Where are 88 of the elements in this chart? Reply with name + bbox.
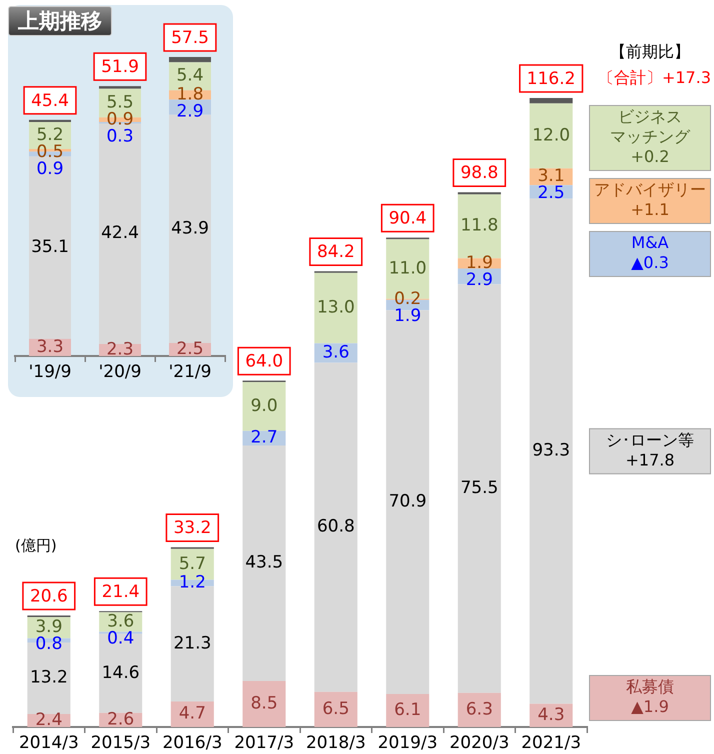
data-label: 4.7: [178, 704, 206, 724]
data-label: 3.6: [322, 342, 350, 362]
bar: [386, 694, 430, 727]
bar: [314, 362, 358, 692]
bar: [530, 198, 573, 704]
data-label: 6.1: [394, 700, 422, 720]
data-label: 12.0: [532, 125, 570, 146]
data-label: 5.4: [176, 66, 204, 86]
chart-title: 上期推移: [8, 6, 112, 36]
bar: [169, 57, 211, 62]
bar: [242, 446, 286, 681]
data-label: 11.8: [460, 216, 498, 236]
bar: [170, 702, 214, 727]
data-label: 5.7: [178, 554, 206, 574]
data-label: 4.3: [538, 704, 565, 725]
total-label: 98.8: [460, 163, 498, 184]
text: 【前期比】: [610, 42, 690, 62]
data-label: 14.6: [102, 662, 140, 683]
data-label: 2.6: [107, 709, 134, 730]
text: ▲0.3: [631, 253, 669, 272]
data-label: 11.0: [388, 258, 427, 278]
x-tick-label: '20/9: [98, 362, 142, 382]
total-label: 57.5: [171, 28, 209, 48]
total-label: 84.2: [316, 242, 355, 262]
data-label: 93.3: [532, 440, 570, 461]
data-label: 6.5: [322, 698, 350, 719]
data-label: 8.5: [250, 693, 278, 714]
data-label: 0.3: [106, 126, 134, 146]
total-label: 116.2: [526, 68, 576, 89]
data-label: 60.8: [316, 516, 355, 537]
data-label: 2.7: [250, 428, 278, 448]
text: シ･ローン等: [606, 430, 694, 450]
bar: [314, 272, 358, 344]
bar: [99, 86, 141, 89]
total-label: 51.9: [101, 57, 139, 78]
data-label: 1.2: [178, 572, 206, 592]
bar: [458, 692, 501, 727]
text: +1.1: [630, 200, 670, 220]
text: ▲1.9: [631, 697, 669, 716]
total-label: 90.4: [388, 208, 427, 229]
x-tick-label: '21/9: [168, 362, 212, 382]
data-label: 9.0: [250, 396, 278, 416]
total-label: 64.0: [245, 351, 284, 372]
data-label: 3.3: [36, 336, 64, 357]
bar: [458, 284, 501, 693]
text: ビジネスマッチング: [610, 107, 691, 146]
total-label: 20.6: [30, 586, 68, 606]
text: 〔合計〕+17.3: [598, 68, 711, 88]
text: +0.2: [630, 147, 670, 166]
bar: [386, 310, 430, 694]
bar: [170, 586, 214, 702]
data-label: 13.2: [30, 668, 68, 688]
data-label: 43.5: [245, 552, 284, 573]
x-tick-label: 2016/3: [162, 732, 222, 753]
data-label: 21.3: [173, 633, 212, 654]
x-tick-label: 2017/3: [234, 732, 294, 753]
data-label: 43.9: [171, 218, 209, 238]
text: +17.8: [625, 450, 675, 470]
series-label: アドバイザリー: [594, 180, 706, 200]
bar: [242, 680, 286, 727]
data-label: 70.9: [388, 492, 427, 512]
bar: [314, 692, 358, 727]
x-tick-label: 2019/3: [378, 732, 438, 753]
text: M&A: [631, 233, 669, 252]
data-label: 2.4: [35, 710, 62, 730]
bar: [530, 98, 573, 104]
x-tick-label: '19/9: [28, 362, 72, 382]
x-tick-label: 2015/3: [90, 732, 151, 753]
total-label: 21.4: [102, 582, 140, 602]
x-tick-label: 2021/3: [521, 732, 582, 753]
y-axis-title: (億円): [15, 536, 57, 554]
data-label: 75.5: [460, 478, 498, 498]
text: 私募債: [626, 677, 674, 696]
data-label: 2.5: [176, 338, 204, 359]
data-label: 35.1: [31, 237, 69, 257]
x-tick-label: 2020/3: [449, 732, 510, 753]
data-label: 13.0: [316, 297, 355, 318]
data-label: 2.3: [106, 339, 134, 360]
bar: [530, 103, 573, 168]
bar: [29, 156, 71, 339]
total-label: 45.4: [31, 90, 69, 111]
x-tick-label: 2014/3: [18, 732, 79, 753]
x-tick-label: 2018/3: [306, 732, 366, 753]
data-label: 6.3: [466, 699, 493, 720]
total-label: 33.2: [173, 518, 212, 538]
bar: [242, 382, 286, 431]
data-label: 42.4: [101, 223, 139, 244]
data-label: 5.5: [106, 92, 134, 112]
